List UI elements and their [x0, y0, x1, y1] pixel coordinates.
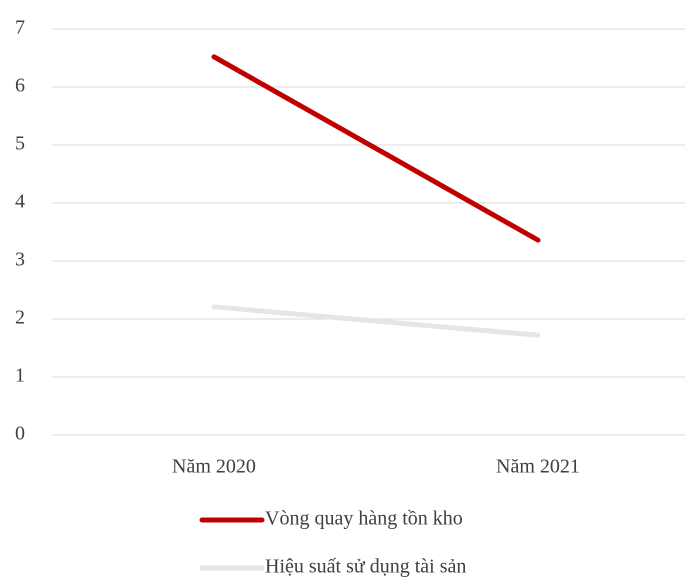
y-tick-label: 7 — [15, 17, 25, 39]
series-line — [211, 304, 541, 338]
y-tick-label: 4 — [15, 191, 25, 213]
x-tick-label: Năm 2021 — [496, 456, 580, 478]
legend-label: Vòng quay hàng tồn kho — [265, 508, 463, 530]
y-tick-label: 6 — [15, 75, 25, 97]
y-tick-label: 1 — [15, 365, 25, 387]
y-tick-label: 5 — [15, 133, 25, 155]
legend-label: Hiệu suất sử dụng tài sản — [265, 556, 466, 578]
y-tick-label: 3 — [15, 249, 25, 271]
y-tick-label: 0 — [15, 423, 25, 445]
series-line — [211, 54, 541, 243]
y-tick-label: 2 — [15, 307, 25, 329]
x-tick-label: Năm 2020 — [172, 456, 256, 478]
